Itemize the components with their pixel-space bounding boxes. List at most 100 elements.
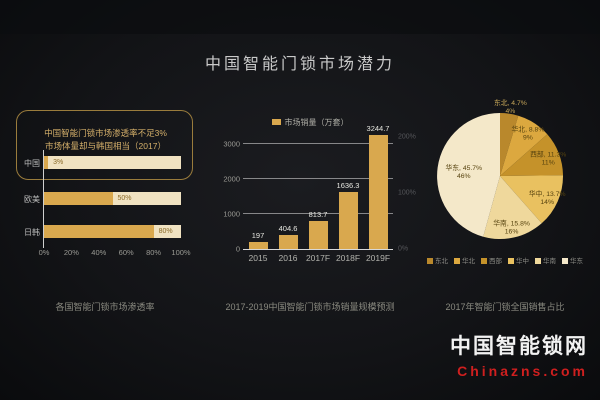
gridline: [243, 213, 393, 214]
sales-forecast-chart: 市场销量（万套） 0 1000 2000 3000 197 2015 404.6 2016 81…: [215, 105, 416, 270]
sales-share-pie-chart: 东北, 4.7% 4% 华北, 8.8% 9% 西部, 11.3% 11% 华中, 13.7…: [415, 91, 595, 271]
pie-slice-华中: [500, 175, 564, 224]
top-band: [0, 0, 600, 34]
penetration-row: 中国 3%: [16, 156, 206, 169]
country-label: 欧美: [24, 195, 40, 204]
legend-swatch-icon: [427, 258, 433, 264]
pie-legend-item: 华北: [454, 255, 475, 265]
logo-chinese-text: 中国智能锁网: [450, 335, 588, 358]
bar-value-label: 813.7: [308, 209, 328, 219]
penetration-value: 80%: [158, 228, 173, 235]
legend-label: 华北: [462, 258, 475, 265]
y-axis-label: 3000: [223, 139, 240, 149]
logo-domain-text: Chinazns.com: [457, 363, 588, 379]
legend-swatch-icon: [271, 119, 281, 125]
x-axis-label: 2015: [248, 253, 268, 263]
x-tick-label: 100%: [171, 248, 191, 257]
legend-label: 东北: [435, 258, 448, 265]
sales-bar: [278, 234, 298, 249]
penetration-track: 50%: [44, 192, 181, 205]
gridline: [243, 178, 393, 179]
caption-penetration: 各国智能门锁市场渗透率: [55, 302, 155, 312]
penetration-track: 80%: [44, 225, 181, 238]
annotation-line2: 市场体量却与韩国相当（2017）: [45, 141, 166, 151]
sales-bar: [338, 191, 358, 249]
penetration-fill: [44, 192, 113, 205]
page-title: 中国智能门锁市场潜力: [204, 56, 395, 73]
y-axis-label: 0: [235, 244, 240, 254]
legend-swatch-icon: [454, 258, 460, 264]
x-axis-label: 2019F: [365, 253, 391, 263]
sales-bar: [248, 242, 268, 249]
legend-label: 华南: [543, 258, 556, 265]
pie-slice-东北: [500, 112, 519, 176]
x-axis-label: 2016: [278, 253, 298, 263]
pie-legend: 东北 华北 西部 华中 华南 华东: [415, 250, 595, 268]
x-tick-label: 60%: [118, 248, 134, 257]
y-axis-label: 1000: [223, 209, 240, 219]
penetration-fill: [44, 156, 49, 169]
pie-slice-华南: [483, 176, 542, 240]
right-axis-label: 0%: [398, 245, 409, 253]
legend-label: 西部: [489, 258, 502, 265]
x-tick-label: 0%: [38, 248, 50, 257]
bar-value-label: 197: [251, 231, 265, 241]
penetration-value: 50%: [117, 195, 132, 202]
country-label: 日韩: [24, 228, 40, 237]
legend-swatch-icon: [508, 258, 514, 264]
legend-label: 华中: [516, 258, 529, 265]
x-axis-label: 2018F: [335, 253, 361, 263]
x-tick-label: 20%: [63, 248, 79, 257]
legend-label: 市场销量（万套）: [284, 118, 349, 127]
y-axis-label: 2000: [223, 174, 240, 184]
penetration-row: 日韩 80%: [16, 225, 206, 238]
pie-label-西部: 西部, 11.3% 11%: [530, 149, 566, 166]
legend-swatch-icon: [562, 258, 568, 264]
pie-slice-华北: [500, 115, 548, 176]
pie-label-华东: 华东, 45.7% 46%: [445, 163, 482, 180]
legend-swatch-icon: [481, 258, 487, 264]
sales-bar: [368, 135, 388, 249]
penetration-value: 3%: [53, 159, 64, 166]
pie-label-华北: 华北, 8.8% 9%: [512, 125, 545, 142]
penetration-track: 3%: [44, 156, 181, 169]
penetration-row: 欧美 50%: [16, 192, 206, 205]
pie-label-东北: 东北, 4.7% 4%: [494, 98, 527, 115]
x-tick-label: 40%: [91, 248, 107, 257]
caption-forecast: 2017-2019中国智能门锁市场销量规模预测: [225, 302, 395, 312]
caption-pie: 2017年智能门锁全国销售占比: [445, 302, 565, 312]
right-axis-label: 100%: [398, 189, 416, 197]
x-tick-label: 80%: [146, 248, 162, 257]
annotation-box: 中国智能门锁市场渗透率不足3% 市场体量却与韩国相当（2017）: [16, 110, 193, 180]
right-axis-label: 200%: [398, 133, 416, 141]
pie-chart: 东北, 4.7% 4% 华北, 8.8% 9% 西部, 11.3% 11% 华中, 13.7…: [437, 98, 566, 240]
pie-label-华中: 华中, 13.7% 14%: [529, 189, 566, 206]
bar-plot-area: 0 1000 2000 3000 197 2015 404.6 2016 813.7 2017F 1…: [223, 124, 416, 263]
pie-legend-item: 东北: [427, 255, 448, 265]
pie-legend-item: 华南: [535, 255, 556, 265]
annotation-line1: 中国智能门锁市场渗透率不足3%: [44, 128, 167, 138]
pie-label-华南: 华南, 15.8% 16%: [493, 218, 530, 235]
y-axis-line: [43, 150, 44, 248]
legend-label: 华东: [570, 258, 583, 265]
x-axis-ticks: 0% 20% 40% 60% 80% 100%: [39, 248, 191, 258]
chart-legend: 市场销量（万套）: [215, 117, 405, 128]
bar-value-label: 404.6: [278, 223, 298, 233]
gridline: [243, 143, 393, 144]
pie-slice-西部: [500, 134, 563, 176]
pie-legend-item: 西部: [481, 255, 502, 265]
sales-bar: [308, 220, 328, 249]
legend-swatch-icon: [535, 258, 541, 264]
annotation-text: 中国智能门锁市场渗透率不足3% 市场体量却与韩国相当（2017）: [17, 127, 194, 153]
pie-slice-华东: [437, 113, 500, 237]
site-logo: 中国智能锁网 Chinazns.com: [450, 330, 588, 379]
bar-value-label: 1636.3: [336, 180, 360, 190]
bar-value-label: 3244.7: [366, 124, 390, 134]
pie-legend-item: 华中: [508, 255, 529, 265]
x-axis-label: 2017F: [305, 253, 331, 263]
penetration-fill: [44, 225, 154, 238]
country-label: 中国: [24, 159, 40, 168]
penetration-chart: 中国智能门锁市场渗透率不足3% 市场体量却与韩国相当（2017） 中国 3% 欧美 5…: [16, 100, 206, 300]
pie-legend-item: 华东: [562, 255, 583, 265]
